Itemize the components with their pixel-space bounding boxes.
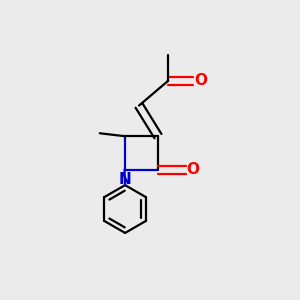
Text: O: O — [194, 73, 207, 88]
Text: O: O — [187, 162, 200, 177]
Text: N: N — [119, 172, 132, 187]
